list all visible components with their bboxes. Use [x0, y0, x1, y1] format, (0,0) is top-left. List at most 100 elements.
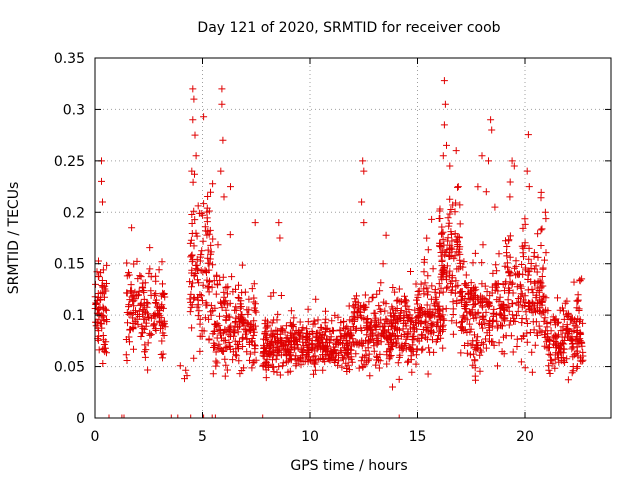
data-point — [514, 307, 522, 315]
data-point — [367, 325, 374, 333]
data-point — [159, 290, 167, 298]
data-point — [310, 317, 318, 325]
data-point — [204, 284, 212, 292]
data-point — [332, 335, 340, 343]
x-tick-label: 0 — [91, 429, 100, 445]
data-point — [401, 292, 408, 300]
chart-title: Day 121 of 2020, SRMTID for receiver coo… — [197, 20, 500, 36]
data-point — [158, 337, 166, 345]
data-point — [186, 278, 194, 286]
data-point — [215, 326, 223, 334]
data-point — [188, 211, 196, 218]
data-point — [398, 341, 406, 349]
zero-point — [187, 414, 194, 419]
data-point — [317, 323, 325, 331]
data-point — [352, 350, 360, 358]
data-point — [560, 307, 567, 315]
y-tick-label: 0.15 — [54, 257, 85, 273]
data-point — [546, 356, 554, 364]
data-point — [302, 351, 310, 358]
data-point — [299, 324, 307, 332]
data-point — [440, 316, 448, 324]
data-point — [123, 309, 131, 316]
data-point — [244, 320, 252, 328]
data-point — [428, 327, 435, 335]
data-point — [424, 246, 432, 254]
data-point — [485, 300, 493, 308]
data-point — [349, 338, 357, 346]
data-point — [414, 293, 422, 301]
data-point — [196, 320, 204, 328]
data-point — [466, 320, 474, 328]
data-point — [402, 296, 409, 304]
data-point — [437, 252, 445, 260]
data-point — [137, 300, 145, 308]
data-point — [214, 345, 222, 353]
data-point — [452, 199, 460, 207]
data-point — [420, 285, 428, 293]
data-point — [187, 236, 195, 244]
data-point — [479, 241, 487, 249]
data-point — [444, 283, 452, 291]
data-point — [430, 300, 438, 308]
data-point — [465, 308, 473, 316]
data-point — [276, 330, 284, 338]
data-point — [207, 250, 215, 258]
data-point — [570, 351, 578, 359]
data-point — [555, 342, 563, 350]
data-point — [535, 287, 543, 294]
data-point — [411, 319, 419, 326]
data-point — [248, 364, 256, 372]
data-point — [159, 350, 167, 358]
data-point — [534, 278, 542, 286]
data-point — [99, 345, 107, 353]
y-axis-label: SRMTID / TECUs — [6, 182, 22, 295]
data-point — [372, 314, 380, 322]
data-point — [447, 244, 455, 252]
data-point — [210, 343, 218, 351]
data-point — [424, 272, 432, 280]
data-point — [226, 231, 234, 239]
data-point — [220, 288, 228, 296]
data-point — [525, 244, 533, 252]
data-point — [476, 367, 484, 375]
data-point — [467, 279, 475, 287]
data-point — [485, 324, 493, 332]
data-point — [449, 330, 457, 338]
data-point — [339, 354, 346, 362]
data-point — [278, 326, 286, 334]
data-point — [244, 310, 252, 318]
data-point — [269, 356, 276, 364]
data-point — [541, 314, 549, 322]
data-point — [523, 320, 531, 327]
data-point — [282, 334, 290, 342]
data-point — [282, 352, 290, 360]
data-point — [394, 315, 402, 323]
data-point — [493, 267, 501, 275]
data-point — [474, 308, 482, 316]
data-point — [512, 257, 520, 265]
data-point — [560, 337, 568, 344]
data-point — [232, 303, 240, 311]
data-point — [236, 370, 244, 378]
data-point — [417, 320, 425, 328]
data-point — [423, 234, 431, 242]
data-point — [284, 368, 292, 376]
data-point — [386, 339, 394, 347]
data-point — [201, 266, 209, 274]
data-point — [481, 319, 489, 327]
zero-point — [396, 414, 403, 419]
data-point — [421, 279, 429, 287]
data-point — [470, 301, 478, 308]
data-point — [513, 335, 521, 343]
data-point — [537, 282, 545, 290]
data-point — [139, 306, 147, 314]
data-point — [200, 200, 208, 208]
data-point — [337, 333, 345, 341]
data-point — [213, 280, 221, 288]
data-point — [504, 296, 512, 304]
data-point — [134, 320, 142, 328]
data-point — [455, 248, 463, 256]
data-point — [393, 305, 401, 312]
